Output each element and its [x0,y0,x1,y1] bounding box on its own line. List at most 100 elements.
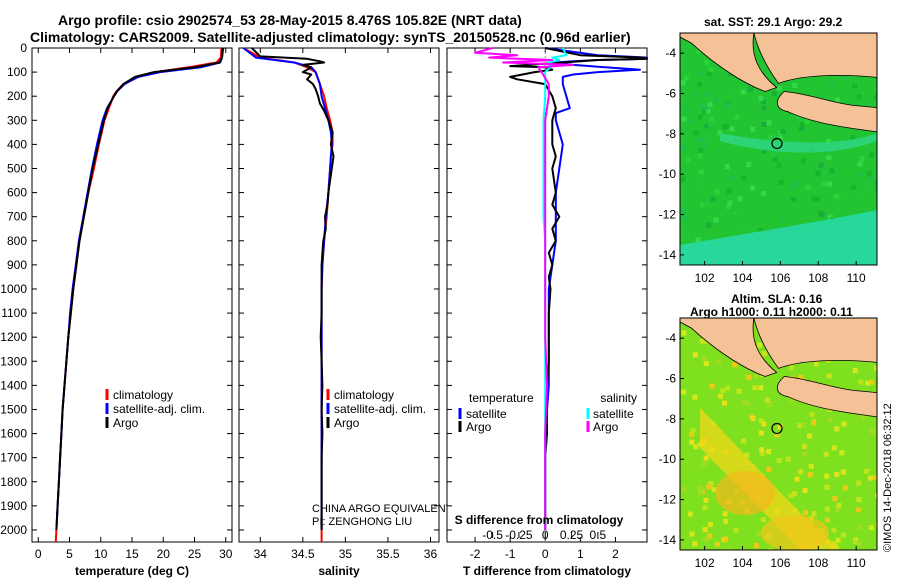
data-pixel [692,352,698,358]
data-pixel [805,184,811,190]
data-pixel [836,502,842,508]
data-pixel [709,116,715,122]
depth-tick-label: 800 [7,234,27,248]
data-pixel [856,524,862,530]
data-pixel [861,414,867,420]
data-pixel [857,541,863,547]
data-pixel [757,342,763,348]
data-pixel [870,429,875,435]
data-pixel [831,527,837,533]
x-tick-label: 1 [577,547,584,561]
data-pixel [750,415,756,421]
data-pixel [708,67,714,73]
data-pixel [683,215,689,221]
depth-tick-label: 1500 [0,402,27,416]
high-sla-core [761,515,829,550]
data-pixel [798,375,803,380]
data-pixel [693,444,699,450]
s-tick-label: -0.5 [482,528,503,542]
data-pixel [834,97,840,103]
data-pixel [724,164,730,170]
data-pixel [858,172,864,177]
data-pixel [732,362,738,368]
data-pixel [692,394,698,400]
lat-tick-label: -10 [659,452,677,466]
lon-tick-label: 108 [808,556,828,570]
profile-panel-2: 34 34.5 35 35.5 36 salinity climatologysatelli… [238,47,453,578]
data-pixel [873,94,877,100]
data-pixel [839,450,845,456]
depth-tick-label: 0 [20,41,27,55]
lat-tick-label: -4 [665,46,676,60]
sst-map-title: sat. SST: 29.1 Argo: 29.2 [704,15,843,29]
lat-tick-label: -14 [659,533,677,547]
data-pixel [758,418,764,424]
data-pixel [841,532,846,538]
data-pixel [752,385,758,391]
data-pixel [695,236,701,242]
x-tick-label: 25 [188,547,202,561]
depth-tick-label: 1100 [1,306,27,320]
x-tick-label: 20 [157,547,171,561]
data-pixel [776,86,782,92]
lat-tick-label: -12 [659,208,677,222]
data-pixel [753,543,759,548]
series-t-argo-line [509,47,648,530]
data-pixel [703,136,709,142]
legend-title: temperature [469,391,534,405]
data-pixel [774,432,780,438]
data-pixel [858,193,864,199]
profile-panel-1: 0 5 10 15 20 25 30 temperature (deg C) climatolo… [31,47,233,578]
depth-tick-label: 1300 [0,354,27,368]
x-axis-label: salinity [318,564,360,578]
plot-frame [446,47,648,543]
data-pixel [825,517,830,523]
data-pixel [729,105,735,111]
x-tick-label: -2 [470,547,481,561]
data-pixel [856,480,862,486]
depth-tick-label: 1900 [0,499,27,513]
lon-tick-label: 102 [695,556,715,570]
data-pixel [758,228,764,234]
data-pixel [835,537,841,543]
data-pixel [740,89,746,95]
data-pixel [834,471,840,477]
data-pixel [706,484,712,490]
data-pixel [768,548,774,550]
depth-tick-label: 1800 [0,475,27,489]
data-pixel [683,75,689,81]
data-pixel [865,380,871,386]
data-pixel [701,461,707,467]
data-pixel [859,156,865,162]
data-pixel [768,134,774,140]
data-pixel [762,351,768,357]
data-pixel [851,184,857,190]
data-pixel [777,135,783,141]
depth-tick-label: 1400 [0,378,27,392]
data-pixel [779,218,785,224]
data-pixel [759,447,765,453]
data-pixel [856,497,862,503]
data-pixel [706,71,712,77]
high-sla-core [715,471,775,515]
data-pixel [713,217,719,223]
lat-tick-label: -8 [665,412,676,426]
legend-label: climatology [334,388,394,402]
data-pixel [856,94,862,100]
data-pixel [742,225,747,231]
s-tick-label: 0.5 [590,528,607,542]
data-pixel [720,388,726,394]
data-pixel [801,444,807,450]
data-pixel [703,91,709,97]
sla-map: 102 104 106 108 110 -4 -6 -8 -10 -12 -14 [659,317,878,570]
data-pixel [780,128,786,134]
data-pixel [749,185,755,191]
land-north [753,33,877,84]
data-pixel [697,114,703,120]
data-pixel [863,180,869,186]
data-pixel [690,118,696,124]
data-pixel [725,204,731,210]
data-pixel [681,116,687,122]
legend-title: salinity [600,391,637,405]
